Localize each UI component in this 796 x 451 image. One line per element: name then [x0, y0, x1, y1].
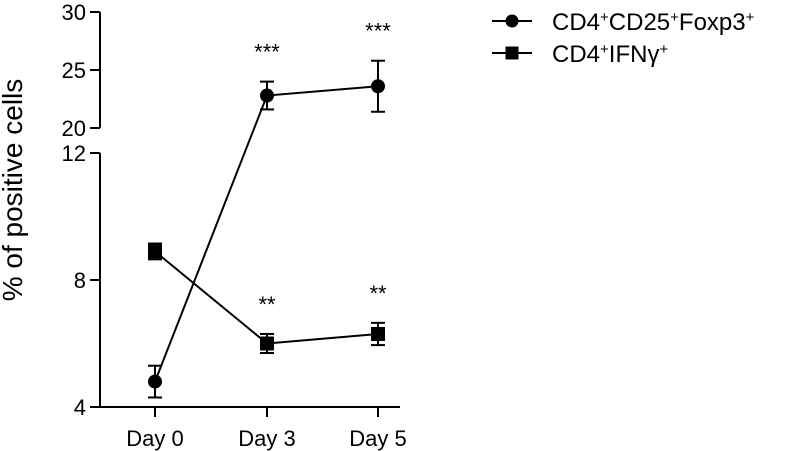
y-tick-label: 20 — [62, 116, 86, 141]
legend-label-series-1: CD4+CD25+Foxp3+ — [552, 9, 755, 37]
significance-label: *** — [365, 19, 391, 44]
x-tick-label: Day 5 — [349, 426, 406, 451]
legend: CD4+CD25+Foxp3+ CD4+IFNγ+ — [492, 9, 755, 69]
y-axis-label: % of positive cells — [0, 79, 28, 302]
y-tick-label: 12 — [62, 141, 86, 166]
significance-label: ** — [258, 292, 276, 317]
x-tick-label: Day 0 — [126, 426, 183, 451]
data-point-square — [260, 336, 274, 351]
y-tick-label: 30 — [62, 0, 86, 25]
data-markers — [148, 79, 385, 389]
x-tick-label: Day 3 — [238, 426, 295, 451]
y-tick-label: 8 — [74, 268, 86, 293]
significance-label: *** — [254, 40, 280, 65]
data-point-circle — [260, 88, 274, 103]
significance-labels: ******** ** — [254, 19, 391, 317]
data-point-square — [148, 244, 162, 259]
y-tick-label: 25 — [62, 58, 86, 83]
legend-label-series-2: CD4+IFNγ+ — [552, 41, 668, 69]
data-point-square — [371, 326, 385, 341]
data-point-circle — [148, 374, 162, 389]
data-point-circle — [371, 79, 385, 94]
y-tick-label: 4 — [74, 395, 86, 420]
legend-circle-marker-icon — [505, 14, 519, 28]
significance-label: ** — [369, 281, 387, 306]
legend-square-marker-icon — [505, 46, 519, 60]
